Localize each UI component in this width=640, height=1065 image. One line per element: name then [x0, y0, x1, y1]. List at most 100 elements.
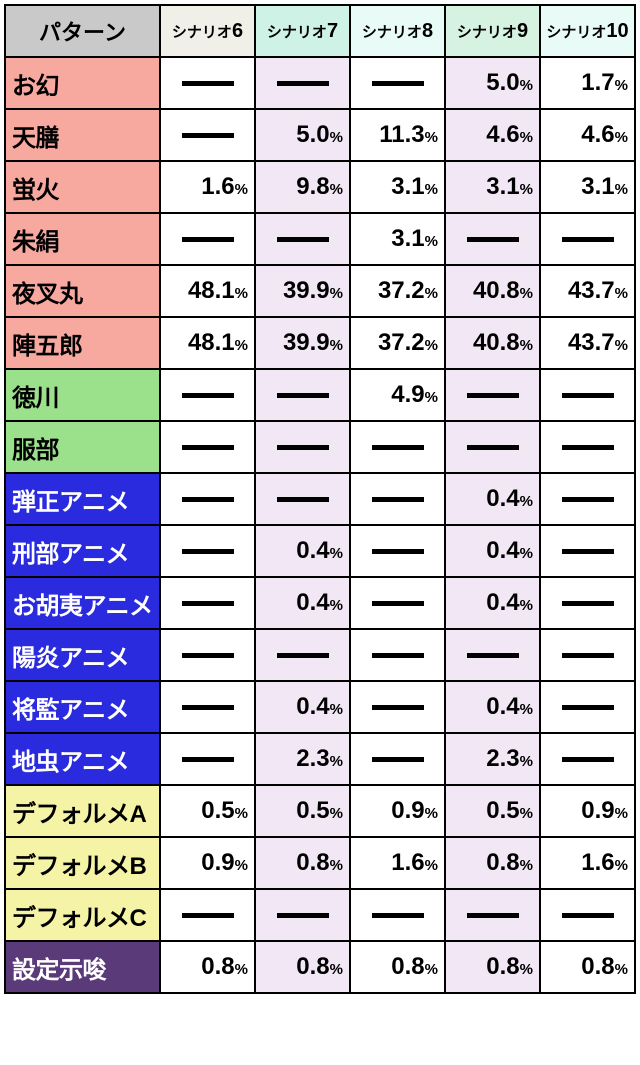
col-header-8: シナリオ8: [350, 5, 445, 57]
data-cell: [540, 525, 635, 577]
data-cell: 5.0%: [445, 57, 540, 109]
table-row: お幻5.0%1.7%: [5, 57, 635, 109]
data-cell: [350, 525, 445, 577]
row-label: 蛍火: [5, 161, 160, 213]
data-cell: 43.7%: [540, 317, 635, 369]
data-cell: [540, 629, 635, 681]
data-cell: [350, 421, 445, 473]
data-cell: [160, 629, 255, 681]
table-row: デフォルメC: [5, 889, 635, 941]
data-cell: 0.4%: [255, 681, 350, 733]
dash-icon: [372, 705, 424, 710]
dash-icon: [182, 81, 234, 86]
data-cell: 1.6%: [160, 161, 255, 213]
table-row: 蛍火1.6%9.8%3.1%3.1%3.1%: [5, 161, 635, 213]
data-cell: 40.8%: [445, 317, 540, 369]
header-row: パターン シナリオ6 シナリオ7 シナリオ8 シナリオ9 シナリオ10: [5, 5, 635, 57]
table-row: 服部: [5, 421, 635, 473]
probability-table: パターン シナリオ6 シナリオ7 シナリオ8 シナリオ9 シナリオ10 お幻5.…: [4, 4, 636, 994]
data-cell: [445, 369, 540, 421]
dash-icon: [182, 133, 234, 138]
dash-icon: [372, 653, 424, 658]
data-cell: 39.9%: [255, 317, 350, 369]
dash-icon: [372, 81, 424, 86]
row-label: 弾正アニメ: [5, 473, 160, 525]
dash-icon: [562, 913, 614, 918]
row-label: 将監アニメ: [5, 681, 160, 733]
dash-icon: [277, 393, 329, 398]
dash-icon: [277, 653, 329, 658]
row-label: 刑部アニメ: [5, 525, 160, 577]
dash-icon: [372, 497, 424, 502]
data-cell: [255, 213, 350, 265]
data-cell: [350, 629, 445, 681]
data-cell: 0.8%: [350, 941, 445, 993]
dash-icon: [277, 445, 329, 450]
table-row: 朱絹3.1%: [5, 213, 635, 265]
row-label: 陽炎アニメ: [5, 629, 160, 681]
col-header-9: シナリオ9: [445, 5, 540, 57]
data-cell: 0.4%: [255, 525, 350, 577]
table-row: デフォルメB0.9%0.8%1.6%0.8%1.6%: [5, 837, 635, 889]
data-cell: 48.1%: [160, 265, 255, 317]
data-cell: 4.9%: [350, 369, 445, 421]
data-cell: [160, 733, 255, 785]
data-cell: 40.8%: [445, 265, 540, 317]
dash-icon: [182, 913, 234, 918]
dash-icon: [277, 81, 329, 86]
data-cell: 39.9%: [255, 265, 350, 317]
dash-icon: [372, 757, 424, 762]
dash-icon: [182, 705, 234, 710]
dash-icon: [467, 913, 519, 918]
table-row: 天膳5.0%11.3%4.6%4.6%: [5, 109, 635, 161]
table-row: お胡夷アニメ 0.4% 0.4%: [5, 577, 635, 629]
data-cell: [540, 213, 635, 265]
dash-icon: [277, 237, 329, 242]
data-cell: 0.9%: [540, 785, 635, 837]
dash-icon: [467, 393, 519, 398]
data-cell: 0.4%: [255, 577, 350, 629]
row-label: 天膳: [5, 109, 160, 161]
dash-icon: [182, 393, 234, 398]
row-label: デフォルメC: [5, 889, 160, 941]
data-cell: [445, 421, 540, 473]
table-body: お幻5.0%1.7%天膳5.0%11.3%4.6%4.6%蛍火1.6%9.8%3…: [5, 57, 635, 993]
data-cell: 0.8%: [255, 837, 350, 889]
data-cell: 0.4%: [445, 577, 540, 629]
data-cell: 43.7%: [540, 265, 635, 317]
data-cell: [160, 577, 255, 629]
row-label: デフォルメA: [5, 785, 160, 837]
table-row: デフォルメA0.5%0.5%0.9%0.5%0.9%: [5, 785, 635, 837]
dash-icon: [372, 445, 424, 450]
data-cell: 1.6%: [350, 837, 445, 889]
table-row: 刑部アニメ0.4%0.4%: [5, 525, 635, 577]
data-cell: 11.3%: [350, 109, 445, 161]
dash-icon: [562, 705, 614, 710]
dash-icon: [182, 237, 234, 242]
col-header-10: シナリオ10: [540, 5, 635, 57]
data-cell: 5.0%: [255, 109, 350, 161]
table-row: 地虫アニメ2.3%2.3%: [5, 733, 635, 785]
data-cell: [445, 629, 540, 681]
data-cell: 0.4%: [445, 473, 540, 525]
data-cell: [160, 889, 255, 941]
data-cell: 0.8%: [160, 941, 255, 993]
data-cell: [255, 57, 350, 109]
data-cell: [445, 889, 540, 941]
table-row: 陽炎アニメ: [5, 629, 635, 681]
dash-icon: [467, 653, 519, 658]
data-cell: [350, 733, 445, 785]
col-header-7: シナリオ7: [255, 5, 350, 57]
data-cell: [350, 681, 445, 733]
table-row: 陣五郎48.1%39.9%37.2%40.8%43.7%: [5, 317, 635, 369]
dash-icon: [562, 393, 614, 398]
dash-icon: [562, 653, 614, 658]
data-cell: 9.8%: [255, 161, 350, 213]
row-label: 地虫アニメ: [5, 733, 160, 785]
data-cell: [160, 525, 255, 577]
dash-icon: [182, 445, 234, 450]
dash-icon: [277, 497, 329, 502]
dash-icon: [182, 653, 234, 658]
row-label: 服部: [5, 421, 160, 473]
row-label: お胡夷アニメ: [5, 577, 160, 629]
